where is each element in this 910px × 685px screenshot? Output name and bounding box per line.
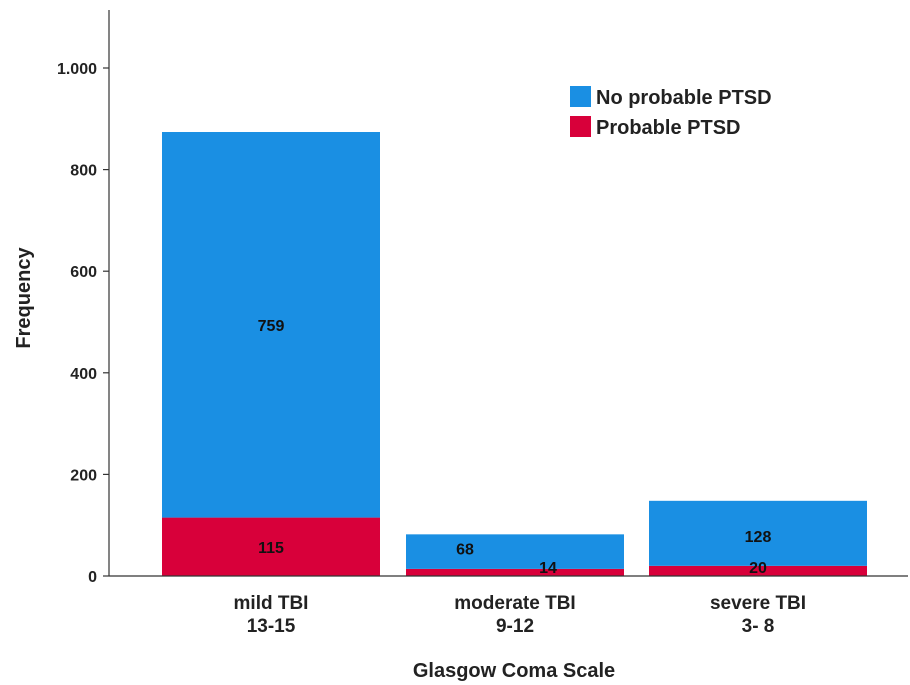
x-axis-title: Glasgow Coma Scale	[413, 660, 615, 682]
x-category-label: moderate TBI	[454, 593, 575, 614]
legend-swatch	[570, 86, 591, 107]
x-category-sublabel: 13-15	[247, 616, 296, 637]
data-label-no-probable-ptsd: 68	[456, 541, 474, 558]
data-label-no-probable-ptsd: 759	[258, 318, 285, 335]
y-tick-label: 800	[70, 163, 97, 180]
data-label-no-probable-ptsd: 128	[745, 529, 772, 546]
y-tick-label: 600	[70, 264, 97, 281]
x-category-sublabel: 3- 8	[742, 616, 775, 637]
y-tick-label: 1.000	[57, 61, 97, 78]
legend-label: Probable PTSD	[596, 117, 740, 139]
data-label-probable-ptsd: 14	[539, 560, 557, 577]
x-category-label: mild TBI	[234, 593, 309, 614]
y-tick-label: 0	[88, 569, 97, 586]
bar-segment-probable-ptsd	[406, 568, 624, 576]
y-tick-label: 400	[70, 366, 97, 383]
data-label-probable-ptsd: 20	[749, 560, 767, 577]
x-category-sublabel: 9-12	[496, 616, 534, 637]
bar-segment-probable-ptsd	[162, 517, 380, 576]
bar-segment-no-probable-ptsd	[649, 500, 867, 566]
bars-group: 759 115 68 14 128 20	[162, 132, 867, 577]
y-tick-label: 200	[70, 467, 97, 484]
y-axis: 0 200 400 600 800 1.000	[57, 10, 110, 586]
legend-swatch	[570, 116, 591, 137]
legend: No probable PTSD Probable PTSD	[570, 86, 772, 139]
bar-segment-probable-ptsd	[649, 565, 867, 576]
legend-label: No probable PTSD	[596, 87, 772, 109]
y-axis-title: Frequency	[13, 247, 35, 349]
bar-segment-no-probable-ptsd	[406, 534, 624, 569]
data-label-probable-ptsd: 115	[258, 540, 284, 557]
bar-segment-no-probable-ptsd	[162, 132, 380, 518]
x-category-label: severe TBI	[710, 593, 806, 614]
